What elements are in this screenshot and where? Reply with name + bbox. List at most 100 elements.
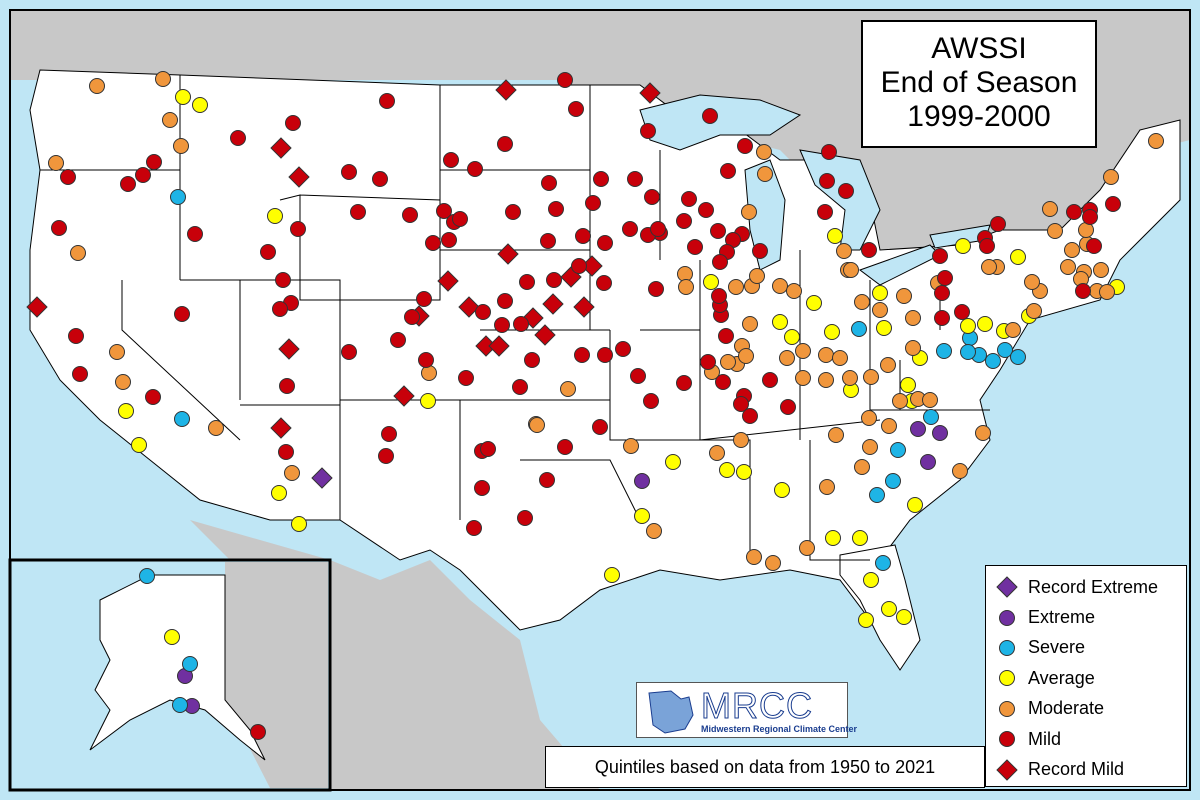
station-marker-mild <box>441 232 457 248</box>
station-marker-mild <box>187 226 203 242</box>
station-marker-average <box>858 612 874 628</box>
station-marker-mild <box>467 161 483 177</box>
legend-label: Moderate <box>1028 698 1105 719</box>
station-marker-mild <box>379 93 395 109</box>
station-marker-moderate <box>1148 133 1164 149</box>
station-marker-moderate <box>646 523 662 539</box>
station-marker-moderate <box>155 71 171 87</box>
station-marker-severe <box>960 344 976 360</box>
station-marker-mild <box>404 309 420 325</box>
station-marker-moderate <box>832 350 848 366</box>
station-marker-mild <box>990 216 1006 232</box>
station-marker-moderate <box>842 370 858 386</box>
station-marker-mild <box>681 191 697 207</box>
station-marker-average <box>784 329 800 345</box>
station-marker-mild <box>341 344 357 360</box>
station-marker-average <box>872 285 888 301</box>
station-marker-mild <box>715 374 731 390</box>
station-marker-mild <box>416 291 432 307</box>
station-marker-moderate <box>818 347 834 363</box>
station-marker-mild <box>861 242 877 258</box>
station-marker-mild <box>1082 209 1098 225</box>
station-marker-mild <box>720 163 736 179</box>
station-marker-severe <box>923 409 939 425</box>
station-marker-moderate <box>529 417 545 433</box>
station-marker-mild <box>712 254 728 270</box>
station-marker-average <box>175 89 191 105</box>
station-marker-moderate <box>862 439 878 455</box>
station-marker-moderate <box>757 166 773 182</box>
station-marker-mild <box>821 144 837 160</box>
station-marker-mild <box>627 171 643 187</box>
station-marker-mild <box>643 393 659 409</box>
station-marker-severe <box>869 487 885 503</box>
station-marker-moderate <box>746 549 762 565</box>
station-marker-average <box>772 314 788 330</box>
station-marker-mild <box>932 248 948 264</box>
station-marker-mild <box>622 221 638 237</box>
station-marker-mild <box>452 211 468 227</box>
station-marker-mild <box>519 274 535 290</box>
station-marker-moderate <box>48 155 64 171</box>
station-marker-moderate <box>208 420 224 436</box>
station-marker-moderate <box>756 144 772 160</box>
station-marker-mild <box>650 221 666 237</box>
station-marker-average <box>131 437 147 453</box>
station-marker-mild <box>381 426 397 442</box>
station-marker-moderate <box>779 350 795 366</box>
station-marker-mild <box>425 235 441 251</box>
record-mild-diamond-icon <box>986 758 1028 782</box>
station-marker-mild <box>474 480 490 496</box>
station-marker-average <box>827 228 843 244</box>
station-marker-mild <box>585 195 601 211</box>
title-line2: End of Season <box>880 66 1078 99</box>
station-marker-moderate <box>749 268 765 284</box>
station-marker-moderate <box>863 369 879 385</box>
station-marker-mild <box>68 328 84 344</box>
station-marker-moderate <box>922 392 938 408</box>
station-marker-moderate <box>786 283 802 299</box>
station-marker-moderate <box>728 279 744 295</box>
station-marker-moderate <box>843 262 859 278</box>
station-marker-mild <box>737 138 753 154</box>
station-marker-severe <box>170 189 186 205</box>
station-marker-moderate <box>623 438 639 454</box>
map-title: AWSSI End of Season 1999-2000 <box>861 20 1097 148</box>
station-marker-moderate <box>89 78 105 94</box>
station-marker-mild <box>135 167 151 183</box>
station-marker-mild <box>546 272 562 288</box>
station-marker-mild <box>51 220 67 236</box>
station-marker-mild <box>1075 283 1091 299</box>
station-marker-mild <box>548 201 564 217</box>
station-marker-mild <box>372 171 388 187</box>
station-marker-mild <box>378 448 394 464</box>
legend-label: Mild <box>1028 728 1062 749</box>
station-marker-mild <box>597 235 613 251</box>
station-marker-mild <box>979 238 995 254</box>
station-marker-mild <box>524 352 540 368</box>
station-marker-average <box>824 324 840 340</box>
station-marker-mild <box>174 306 190 322</box>
station-marker-average <box>118 403 134 419</box>
station-marker-moderate <box>795 370 811 386</box>
station-marker-mild <box>250 724 266 740</box>
station-marker-moderate <box>892 393 908 409</box>
footnote: Quintiles based on data from 1950 to 202… <box>545 746 985 788</box>
station-marker-mild <box>458 370 474 386</box>
station-marker-mild <box>597 347 613 363</box>
station-marker-average <box>164 629 180 645</box>
station-marker-average <box>900 377 916 393</box>
legend-label: Record Extreme <box>1028 576 1159 597</box>
legend-label: Extreme <box>1028 607 1096 628</box>
extreme-circle-icon <box>986 608 1028 628</box>
station-marker-mild <box>644 189 660 205</box>
station-marker-average <box>876 320 892 336</box>
station-marker-average <box>881 601 897 617</box>
station-marker-mild <box>710 223 726 239</box>
station-marker-average <box>703 274 719 290</box>
station-marker-moderate <box>1064 242 1080 258</box>
station-marker-mild <box>557 72 573 88</box>
station-marker-average <box>852 530 868 546</box>
station-marker-average <box>977 316 993 332</box>
station-marker-severe <box>936 343 952 359</box>
